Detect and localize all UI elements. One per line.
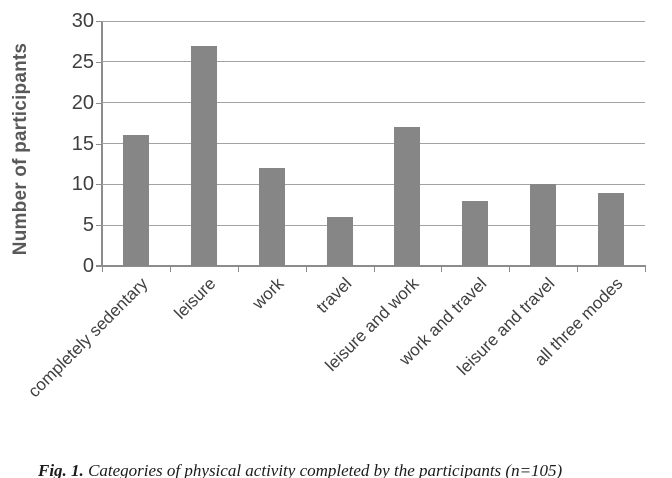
- y-tick-label-5: 5: [82, 214, 94, 237]
- x-tick-2: [237, 267, 239, 272]
- y-tick-10: [96, 184, 102, 186]
- y-tick-label-30: 30: [71, 10, 94, 32]
- figure-caption: Fig. 1. Categories of physical activity …: [38, 461, 562, 478]
- x-tick-6: [509, 267, 511, 272]
- y-tick-15: [96, 143, 102, 145]
- gridline-y-15: [102, 143, 645, 144]
- y-tick-5: [96, 225, 102, 227]
- bar-travel: [326, 217, 353, 266]
- bar-leisure-and-travel: [530, 184, 557, 266]
- x-tick-1: [169, 267, 171, 272]
- bar-work-and-travel: [462, 200, 489, 266]
- y-axis-title: Number of participants: [10, 42, 31, 256]
- x-tick-7: [577, 267, 579, 272]
- figure-caption-text: Categories of physical activity complete…: [83, 461, 563, 478]
- bar-all-three-modes: [598, 192, 625, 266]
- y-axis-line: [101, 21, 103, 267]
- x-axis-line: [96, 265, 646, 267]
- gridline-y-10: [102, 183, 645, 185]
- bar-completely-sedentary: [122, 135, 149, 266]
- y-tick-label-15: 15: [71, 132, 94, 155]
- bar-chart: Number of participants 0 5 10 15 20 25 30 comp…: [10, 10, 646, 401]
- plot-area: [102, 20, 645, 266]
- x-tick-0: [102, 267, 103, 272]
- bar-work: [258, 168, 285, 266]
- y-tick-30: [96, 21, 102, 22]
- gridline-y-30: [102, 20, 645, 22]
- figure-caption-label: Fig. 1.: [38, 461, 84, 478]
- y-tick-label-10: 10: [71, 173, 94, 196]
- gridline-y-5: [102, 224, 645, 226]
- x-tick-8: [645, 267, 646, 272]
- gridline-y-25: [102, 61, 645, 63]
- y-tick-25: [96, 61, 102, 63]
- y-tick-label-25: 25: [71, 50, 94, 73]
- bar-leisure-and-work: [394, 127, 421, 266]
- y-tick-0: [96, 266, 102, 267]
- y-tick-label-0: 0: [82, 255, 94, 277]
- y-tick-20: [96, 102, 102, 104]
- x-tick-4: [373, 267, 375, 272]
- x-tick-5: [441, 267, 443, 272]
- x-tick-3: [305, 267, 307, 272]
- gridline-y-20: [102, 102, 645, 104]
- bar-leisure: [190, 45, 217, 266]
- y-tick-label-20: 20: [71, 91, 94, 114]
